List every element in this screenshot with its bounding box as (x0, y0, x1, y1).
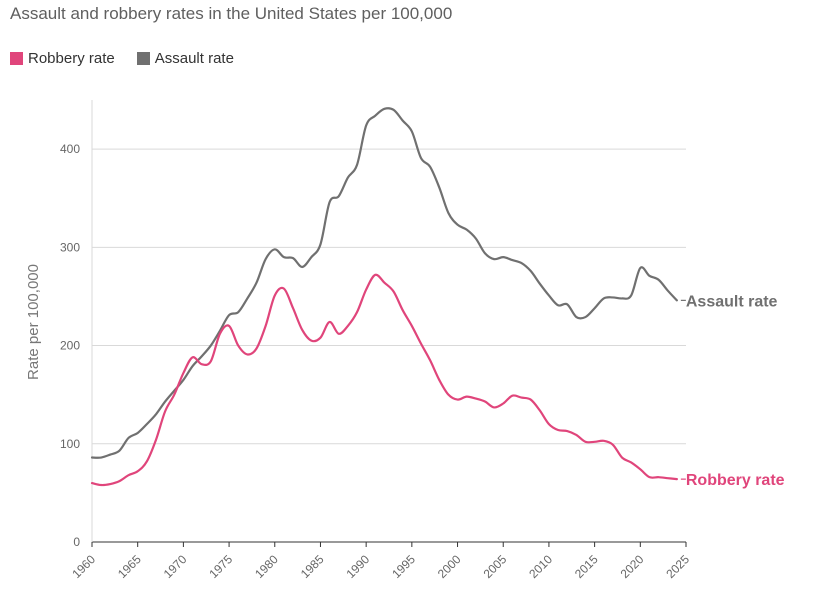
x-tick-label: 1975 (206, 552, 235, 581)
legend-label-assault: Assault rate (154, 50, 234, 67)
x-tick-label: 2000 (435, 552, 464, 581)
end-label-robbery: Robbery rate (686, 472, 785, 489)
legend-swatch-robbery (10, 52, 23, 65)
legend-item-robbery: Robbery rate (10, 50, 115, 67)
x-tick-label: 2005 (481, 552, 510, 581)
x-tick-label: 1980 (252, 552, 281, 581)
x-tick-label: 2015 (572, 552, 601, 581)
chart-title: Assault and robbery rates in the United … (10, 4, 453, 23)
series-end-labels: Assault rate Robbery rate (680, 293, 785, 489)
x-tick-label: 1960 (69, 552, 98, 581)
x-tick-label: 1985 (298, 552, 327, 581)
series-lines (90, 107, 678, 487)
y-tick-label: 200 (60, 339, 80, 353)
y-tick-label: 400 (60, 142, 80, 156)
axes: 0 100 200 300 400 1960 1965 1970 1975 1980 1985 199… (60, 100, 692, 581)
legend-item-assault: Assault rate (136, 50, 234, 67)
y-tick-label: 300 (60, 240, 80, 254)
x-tick-label: 1965 (115, 552, 144, 581)
gridlines (92, 148, 686, 445)
x-tick-label: 1995 (389, 552, 418, 581)
legend: Robbery rate Assault rate (10, 50, 234, 67)
legend-swatch-assault (136, 52, 150, 65)
x-tick-label: 2025 (663, 552, 692, 581)
y-axis-title: Rate per 100,000 (25, 264, 42, 380)
series-line-assault (90, 107, 678, 459)
x-tick-label: 1970 (161, 552, 190, 581)
legend-label-robbery: Robbery rate (28, 50, 115, 67)
end-label-assault: Assault rate (686, 293, 778, 310)
series-line-robbery (90, 273, 678, 487)
x-tick-label: 2010 (526, 552, 555, 581)
y-tick-label: 100 (60, 437, 80, 451)
y-tick-label: 0 (73, 535, 80, 549)
x-tick-label: 1990 (343, 552, 372, 581)
x-tick-label: 2020 (618, 552, 647, 581)
